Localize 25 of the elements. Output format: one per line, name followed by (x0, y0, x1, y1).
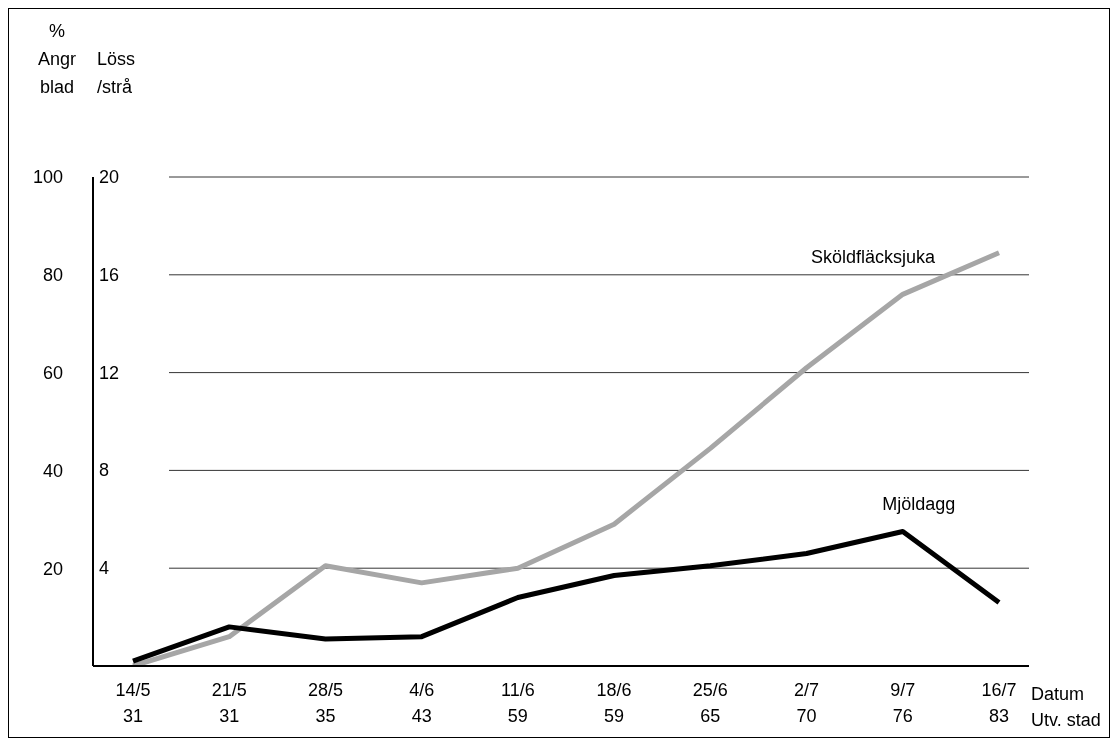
y-tick-label: 80 (42, 265, 63, 286)
x-tick-label: 28/5 35 (307, 680, 343, 726)
y-axis-title: % Angr blad (37, 21, 77, 97)
y-tick-label: 20 (42, 558, 63, 579)
x-tick-label: 14/5 31 (115, 680, 151, 726)
y-tick-label: 40 (42, 460, 63, 481)
x-tick-label: 21/5 31 (211, 680, 247, 726)
y-tick-label: 60 (42, 362, 63, 383)
x-axis-title: Datum Utv. stad (1031, 684, 1101, 730)
x-tick-label: 25/6 65 (692, 680, 728, 726)
y2-tick-label: 12 (99, 362, 120, 383)
x-tick-label: 11/6 59 (501, 680, 535, 726)
y2-tick-label: 8 (99, 460, 110, 481)
y2-tick-label: 16 (99, 264, 120, 285)
y2-tick-label: 4 (99, 558, 110, 579)
x-tick-label: 18/6 59 (596, 680, 632, 726)
y2-tick-label: 20 (99, 167, 120, 187)
series-label: Mjöldagg (882, 493, 956, 514)
x-tick-label: 4/6 43 (409, 680, 435, 726)
x-tick-label: 16/7 83 (981, 680, 1017, 726)
series-label: Sköldfläcksjuka (810, 246, 936, 267)
x-tick-label: 9/7 76 (890, 680, 916, 726)
x-tick-label: 2/7 70 (794, 680, 820, 726)
y-tick-label: 100 (32, 167, 63, 188)
y2-axis-title: Löss /strå (97, 49, 136, 97)
